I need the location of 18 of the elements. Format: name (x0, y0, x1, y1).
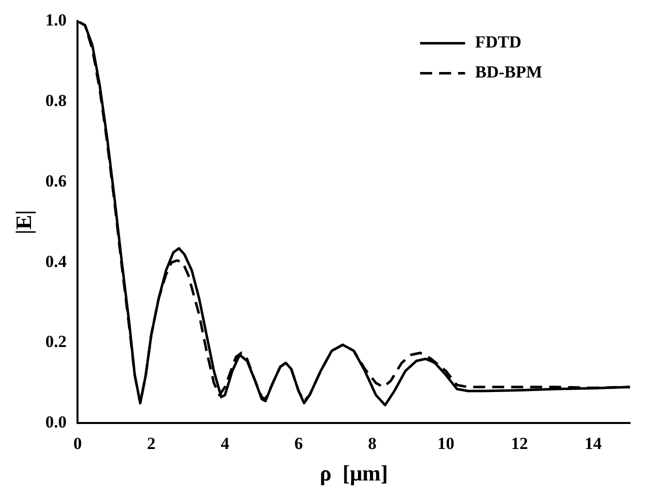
y-axis-title: |E| (10, 210, 36, 234)
y-tick-label: 1.0 (45, 10, 67, 30)
x-tick-label: 6 (294, 434, 303, 453)
legend-label: FDTD (475, 32, 522, 52)
x-tick-label: 12 (511, 434, 528, 453)
x-tick-label: 14 (584, 434, 602, 453)
x-tick-label: 10 (437, 434, 454, 453)
x-tick-label: 8 (368, 434, 376, 453)
x-tick-label: 0 (73, 434, 82, 453)
y-tick-label: 0.6 (45, 171, 67, 190)
x-tick-label: 4 (220, 434, 230, 453)
y-tick-label: 0.4 (45, 252, 68, 271)
legend-label: BD-BPM (475, 62, 542, 82)
y-tick-label: 0.8 (45, 90, 67, 110)
x-tick-label: 2 (147, 434, 156, 453)
y-tick-label: 0.0 (45, 412, 67, 432)
x-axis-title: ρ [μm] (320, 460, 388, 486)
y-tick-label: 0.2 (45, 332, 67, 352)
